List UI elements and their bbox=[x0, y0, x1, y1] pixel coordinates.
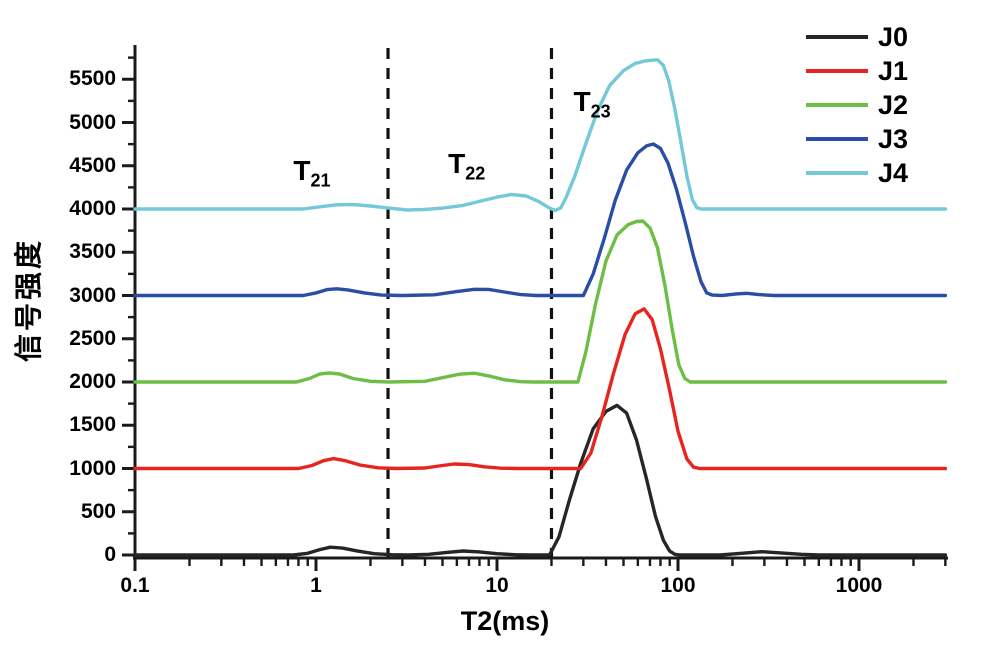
region-label-t22: T22 bbox=[448, 148, 485, 183]
y-tick-label: 1000 bbox=[69, 456, 116, 480]
y-tick-label: 2000 bbox=[69, 370, 116, 393]
series-curve-J0 bbox=[133, 403, 948, 557]
y-tick-label: 3000 bbox=[69, 283, 116, 307]
series-curve-J4 bbox=[133, 58, 948, 213]
x-tick-label: 0.1 bbox=[120, 574, 150, 597]
region-label-main: T bbox=[573, 85, 591, 117]
region-label-main: T bbox=[448, 148, 466, 180]
y-tick-label: 500 bbox=[80, 499, 116, 523]
legend-line-swatch bbox=[806, 137, 868, 141]
region-label-sub: 23 bbox=[590, 101, 611, 122]
legend-line-swatch bbox=[806, 69, 868, 73]
y-tick-label: 4000 bbox=[69, 197, 116, 220]
y-tick-label: 2500 bbox=[69, 326, 116, 350]
legend-entry-J0: J0 bbox=[806, 23, 908, 51]
legend-entry-J4: J4 bbox=[806, 159, 908, 187]
x-tick-label: 1000 bbox=[835, 574, 883, 597]
y-tick-label: 1500 bbox=[69, 413, 116, 437]
series-curve-J3 bbox=[133, 142, 948, 298]
region-label-t23: T23 bbox=[573, 85, 611, 122]
legend-label: J4 bbox=[878, 157, 909, 188]
y-tick-label: 5500 bbox=[69, 67, 116, 91]
legend-label: J3 bbox=[878, 123, 909, 154]
x-tick-label: 1 bbox=[310, 574, 322, 597]
region-label-sub: 21 bbox=[310, 170, 331, 191]
y-tick-label: 4500 bbox=[69, 153, 116, 177]
legend-label: J2 bbox=[878, 89, 909, 120]
x-tick-label: 10 bbox=[485, 574, 509, 597]
legend-line-swatch bbox=[806, 35, 868, 39]
legend-line-swatch bbox=[806, 103, 868, 107]
legend-entry-J1: J1 bbox=[806, 57, 908, 85]
legend-line-swatch bbox=[806, 171, 868, 175]
legend-label: J1 bbox=[878, 55, 909, 86]
region-label-main: T bbox=[293, 154, 311, 186]
legend-entry-J3: J3 bbox=[806, 125, 908, 153]
series-curve-J1 bbox=[133, 307, 948, 471]
x-axis-title: T2(ms) bbox=[460, 606, 550, 636]
series-curve-J2 bbox=[133, 219, 948, 384]
x-tick-label: 100 bbox=[660, 574, 696, 597]
legend-label: J0 bbox=[878, 21, 909, 52]
region-label-t21: T21 bbox=[293, 154, 330, 190]
legend: J0 J1 J2 J3 J4 bbox=[806, 0, 998, 200]
region-label-sub: 22 bbox=[465, 163, 486, 184]
y-tick-label: 3500 bbox=[69, 240, 116, 264]
y-tick-label: 5000 bbox=[69, 110, 116, 134]
legend-entry-J2: J2 bbox=[806, 91, 908, 119]
y-tick-label: 0 bbox=[104, 543, 116, 566]
